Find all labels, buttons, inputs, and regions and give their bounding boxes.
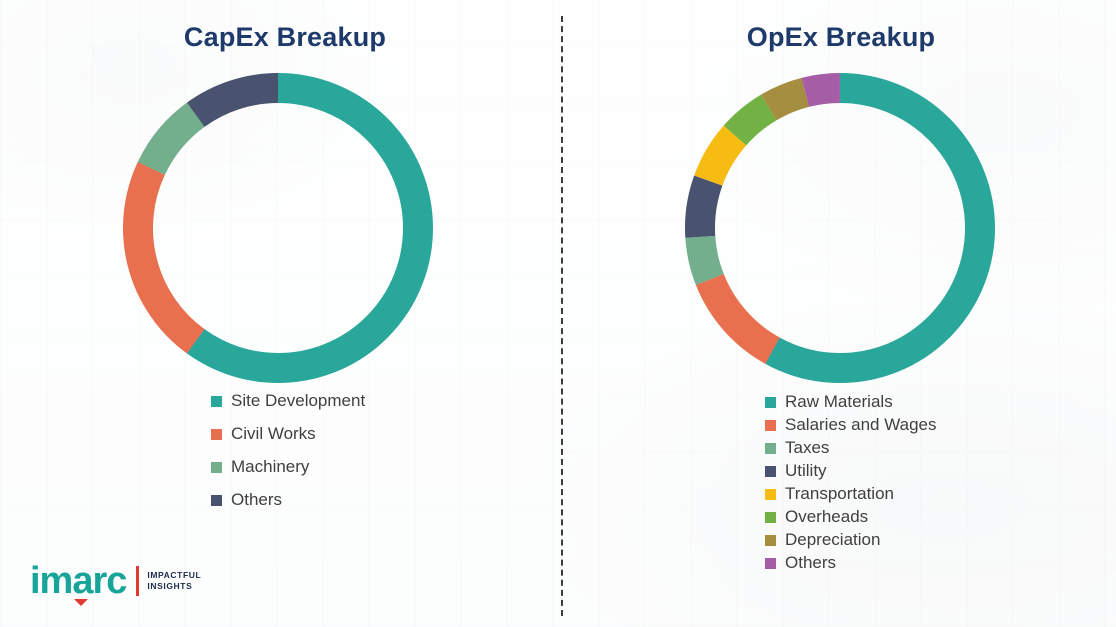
legend-item: Taxes <box>765 438 937 457</box>
legend-item: Raw Materials <box>765 392 937 411</box>
legend-label: Overheads <box>785 507 869 526</box>
donut-segment <box>685 73 995 383</box>
legend-swatch <box>765 488 776 500</box>
legend-label: Taxes <box>785 438 830 457</box>
donut-segment <box>123 73 433 383</box>
logo-divider-bar <box>136 566 140 596</box>
legend-item: Transportation <box>765 484 937 503</box>
opex-donut-chart <box>685 73 995 383</box>
legend-item: Others <box>211 490 365 509</box>
legend-item: Site Development <box>211 391 366 410</box>
capex-title: CapEx Breakup <box>183 22 387 52</box>
legend-label: Others <box>231 490 283 509</box>
donut-segment <box>685 73 995 383</box>
legend-swatch <box>765 534 776 546</box>
tagline-line-2: INSIGHTS <box>147 581 193 591</box>
donut-segment <box>123 73 433 383</box>
imarc-logo-accent-triangle <box>74 599 88 606</box>
legend-item: Depreciation <box>765 530 937 549</box>
capex-legend: Site Development Civil Works Machinery Othe… <box>211 391 366 509</box>
legend-item: Overheads <box>765 507 937 526</box>
legend-label: Utility <box>785 461 827 480</box>
legend-swatch <box>765 442 776 454</box>
donut-segment <box>685 73 995 383</box>
legend-label: Raw Materials <box>785 392 893 411</box>
legend-swatch <box>765 396 776 408</box>
tagline-line-1: IMPACTFUL <box>147 569 202 580</box>
legend-swatch <box>765 465 776 477</box>
donut-segment <box>685 73 995 383</box>
legend-item: Civil Works <box>211 424 365 443</box>
legend-label: Civil Works <box>231 424 316 443</box>
legend-item: Machinery <box>211 457 365 476</box>
legend-label: Transportation <box>785 484 894 503</box>
legend-label: Depreciation <box>785 530 881 549</box>
opex-title: OpEx Breakup <box>746 22 936 52</box>
logo-tagline: IMPACTFUL INSIGHTS <box>147 570 201 593</box>
legend-swatch <box>765 419 776 431</box>
legend-item: Salaries and Wages <box>765 415 937 434</box>
imarc-logo-text: imarc <box>30 560 127 606</box>
vertical-dashed-divider <box>561 16 563 616</box>
imarc-logo: imarc IMPACTFUL INSIGHTS <box>30 560 201 606</box>
opex-legend: Raw Materials Salaries and Wages Taxes Util… <box>765 392 937 572</box>
donut-segment <box>685 73 995 383</box>
legend-item: Utility <box>765 461 937 480</box>
legend-swatch <box>211 395 222 407</box>
imarc-logo-word: imarc <box>30 560 127 602</box>
legend-label: Machinery <box>231 457 310 476</box>
legend-label: Site Development <box>231 391 366 410</box>
legend-item: Others <box>765 553 937 572</box>
legend-swatch <box>765 557 776 569</box>
legend-swatch <box>211 428 222 440</box>
legend-label: Salaries and Wages <box>785 415 937 434</box>
legend-swatch <box>211 461 222 473</box>
legend-swatch <box>765 511 776 523</box>
legend-swatch <box>211 494 222 506</box>
capex-donut-chart <box>123 73 433 383</box>
legend-label: Others <box>785 553 837 572</box>
